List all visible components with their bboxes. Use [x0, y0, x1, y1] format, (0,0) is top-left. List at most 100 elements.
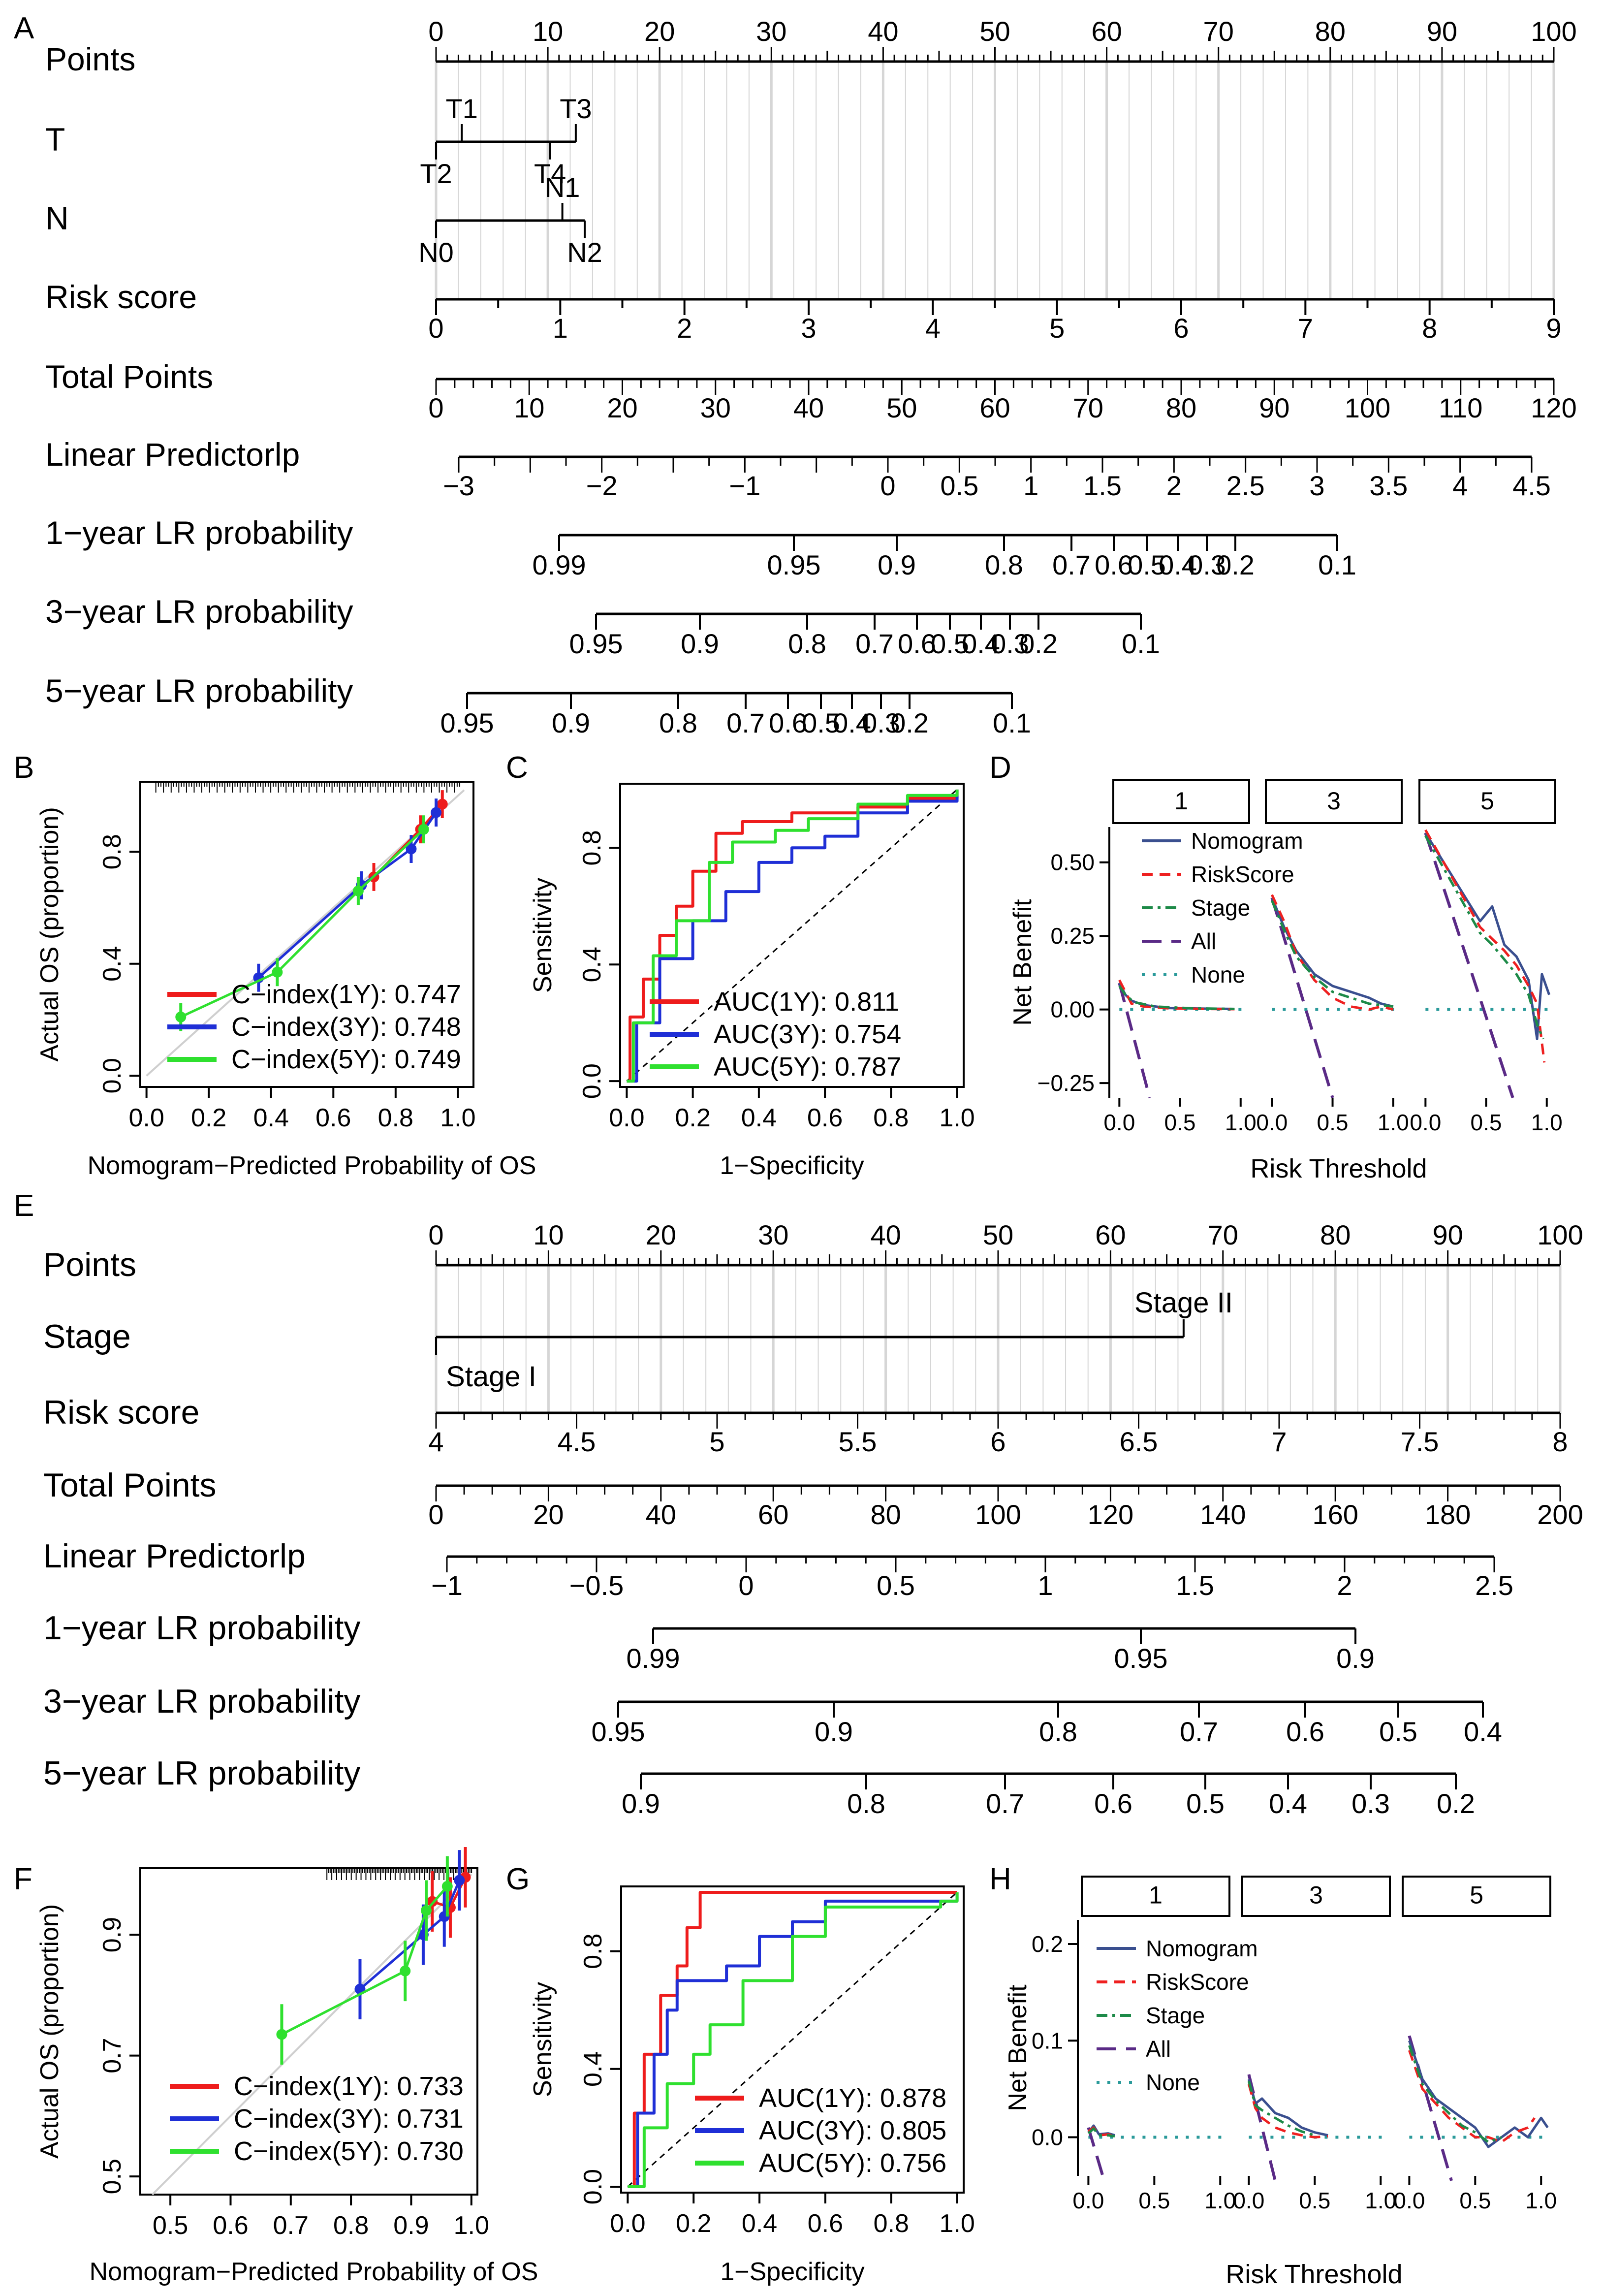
roc-curve	[628, 1890, 957, 2189]
total-tick-label: 60	[979, 392, 1010, 423]
x-tick-label: 0.0	[1103, 1110, 1135, 1135]
prob5-e-tick-label: 0.8	[847, 1788, 885, 1819]
legend-label: None	[1191, 962, 1245, 988]
x-tick-label: 0.5	[1138, 2188, 1170, 2213]
calibration-point	[400, 1965, 411, 1977]
calibration-line	[281, 1885, 448, 2036]
stage-tick-label: Stage I	[446, 1361, 536, 1393]
lp-tick-label: 0	[880, 470, 895, 501]
prob3-e-tick-label: 0.9	[815, 1716, 853, 1747]
points-tick-label: 70	[1208, 1219, 1238, 1250]
x-tick-label: 0.8	[874, 2209, 909, 2238]
row-label-a-5: Linear Predictorlp	[45, 436, 300, 473]
risk-tick-label: 7	[1298, 313, 1313, 344]
x-tick-label: 0.6	[315, 1104, 351, 1132]
risk-tick-label: 5.5	[839, 1426, 877, 1457]
y-tick-label: −0.25	[1037, 1070, 1095, 1096]
row-label-a-8: 5−year LR probability	[45, 672, 353, 709]
prob5-a-tick-label: 0.8	[659, 707, 697, 738]
facet-strip-label: 5	[1470, 1881, 1483, 1909]
y-tick-label: 0.4	[578, 947, 606, 982]
legend-label: C−index(3Y): 0.748	[231, 1012, 461, 1042]
points-tick-label: 60	[1095, 1219, 1126, 1250]
risk-tick-label: 4	[428, 1426, 443, 1457]
prob1-e-tick-label: 0.9	[1336, 1643, 1375, 1674]
y-tick-label: 0.8	[578, 830, 606, 865]
x-axis-label: 1−Specificity	[720, 1151, 864, 1180]
lp-tick-label: 0	[738, 1570, 754, 1601]
x-tick-label: 0.4	[741, 1104, 777, 1132]
legend-label: AUC(3Y): 0.754	[714, 1020, 901, 1049]
row-label-a-3: Risk score	[45, 279, 197, 315]
calibration-line	[359, 1880, 461, 1990]
legend-label: None	[1146, 2070, 1200, 2095]
prob3-a-tick-label: 0.7	[855, 628, 894, 659]
x-tick-label: 0.5	[1317, 1110, 1349, 1135]
dca-line-riskscore	[1408, 2050, 1536, 2143]
prob5-e-tick-label: 0.5	[1186, 1788, 1225, 1819]
plot-frame	[620, 1885, 965, 2194]
dca-line-all	[1408, 2035, 1453, 2181]
risk-tick-label: 8	[1422, 313, 1437, 344]
panel-letter-b: B	[14, 751, 34, 785]
x-tick-label: 1.0	[1204, 2188, 1236, 2213]
legend-label: Stage	[1191, 895, 1250, 921]
x-tick-label: 0.0	[1410, 1110, 1441, 1135]
x-tick-label: 1.0	[1525, 2188, 1557, 2213]
lp-tick-label: 4.5	[1512, 470, 1551, 501]
x-axis-label: Risk Threshold	[1226, 2260, 1402, 2289]
x-tick-label: 1.0	[440, 1104, 475, 1132]
prob5-a-tick-label: 0.2	[890, 707, 929, 738]
row-label-e-0: Points	[43, 1246, 136, 1283]
legend-label: AUC(5Y): 0.756	[759, 2148, 946, 2178]
facet-strip-label: 1	[1149, 1881, 1163, 1909]
calibration-line	[180, 828, 425, 1019]
dca-line-stage	[1424, 835, 1544, 1040]
prob3-e-tick-label: 0.4	[1464, 1716, 1502, 1747]
prob1-a-tick-label: 0.99	[533, 549, 586, 580]
legend-label: C−index(5Y): 0.730	[234, 2137, 464, 2166]
prob1-a-tick-label: 0.3	[1188, 549, 1226, 580]
total-tick-label: 10	[514, 392, 544, 423]
x-tick-label: 0.5	[1459, 2188, 1491, 2213]
y-tick-label: 0.4	[579, 2051, 607, 2087]
facet-strip-label: 3	[1309, 1881, 1323, 1909]
legend-label: RiskScore	[1191, 861, 1294, 887]
lp-tick-label: −2	[586, 470, 618, 501]
points-tick-label: 80	[1315, 16, 1346, 47]
points-tick-label: 40	[870, 1219, 901, 1250]
prob5-a-tick-label: 0.7	[726, 707, 765, 738]
row-label-e-1: Stage	[43, 1318, 131, 1355]
dca-line-all	[1424, 832, 1514, 1098]
legend-label: C−index(1Y): 0.747	[231, 980, 461, 1009]
total-tick-label: 140	[1200, 1499, 1246, 1530]
roc-curve	[628, 1892, 959, 2189]
x-axis-label: 1−Specificity	[720, 2258, 864, 2286]
panel-letter-e: E	[14, 1189, 34, 1223]
lp-tick-label: −0.5	[569, 1570, 624, 1601]
points-tick-label: 0	[428, 1219, 443, 1250]
dca-d: D 1 0.0 0.5 1.0 3 0.0 0.5 1.0 5 0.0 0.5 1.0 −0.25 0.00…	[989, 751, 1563, 1183]
prob1-a-tick-label: 0.9	[878, 549, 916, 580]
risk-tick-label: 4.5	[558, 1426, 596, 1457]
lp-tick-label: −1	[431, 1570, 463, 1601]
y-tick-label: 0.50	[1050, 850, 1095, 875]
prob1-a-tick-label: 0.6	[1095, 549, 1133, 580]
y-tick-label: 0.0	[1032, 2125, 1063, 2150]
x-tick-label: 0.5	[1299, 2188, 1330, 2213]
x-axis-label: Risk Threshold	[1250, 1154, 1427, 1183]
panel-letter-a: A	[14, 11, 34, 45]
x-tick-label: 0.0	[1233, 2188, 1264, 2213]
x-tick-label: 1.0	[1378, 1110, 1409, 1135]
x-tick-label: 0.6	[807, 1104, 843, 1132]
ideal-line	[152, 1873, 472, 2196]
risk-tick-label: 7	[1271, 1426, 1287, 1457]
dca-line-riskscore	[1247, 2083, 1328, 2139]
y-tick-label: 0.2	[1032, 1931, 1063, 1957]
x-tick-label: 1.0	[454, 2211, 489, 2240]
points-tick-label: 100	[1537, 1219, 1583, 1250]
diagonal-line	[626, 789, 958, 1082]
prob3-a-tick-label: 0.95	[569, 628, 623, 659]
facet-strip-label: 5	[1480, 787, 1494, 815]
risk-tick-label: 7.5	[1401, 1426, 1439, 1457]
